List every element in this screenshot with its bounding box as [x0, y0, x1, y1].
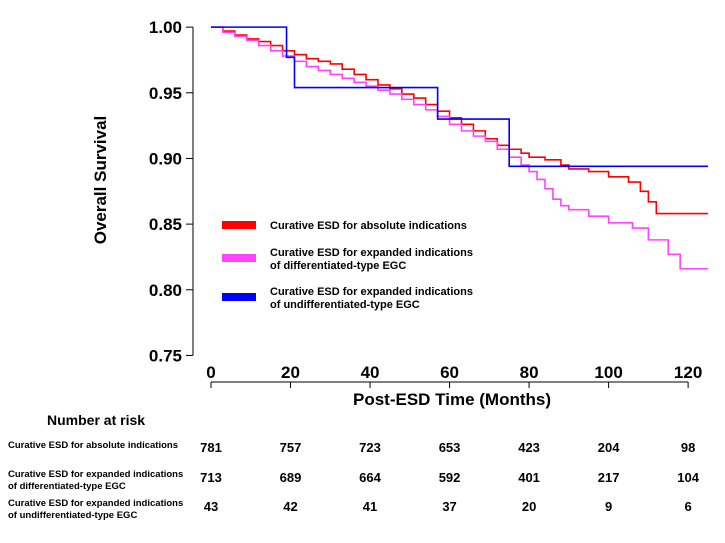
x-tick-label: 60 — [440, 363, 459, 382]
series-line-1 — [211, 26, 708, 215]
number-at-risk-table: Number at risk Curative ESD for absolute… — [0, 410, 725, 543]
y-axis-label: Overall Survival — [91, 116, 110, 245]
legend-label-1: Curative ESD for absolute indications — [270, 220, 467, 232]
y-tick-label: 0.95 — [149, 84, 182, 103]
risk-value: 653 — [438, 440, 461, 455]
chart-legend: Curative ESD for absolute indications Cur… — [222, 220, 473, 311]
risk-row-label: Curative ESD for absolute indications — [8, 440, 203, 452]
legend-label-2: Curative ESD for expanded indications of … — [270, 247, 473, 272]
risk-value: 20 — [521, 499, 537, 514]
risk-row-label-line: Curative ESD for expanded indications — [8, 498, 184, 509]
risk-row-label-line: of undifferentiated-type EGC — [8, 510, 138, 521]
y-tick-label: 1.00 — [149, 18, 182, 37]
risk-value: 41 — [362, 499, 378, 514]
risk-row-label-line: of differentiated-type EGC — [8, 481, 126, 492]
legend-swatch-2 — [222, 254, 256, 262]
risk-value: 42 — [283, 499, 298, 514]
risk-value: 664 — [359, 470, 381, 485]
series-line-2 — [211, 26, 708, 270]
x-tick-label: 0 — [206, 363, 215, 382]
risk-value: 757 — [279, 440, 302, 455]
risk-value: 592 — [438, 470, 461, 485]
x-tick-label: 40 — [361, 363, 380, 382]
x-axis-label: Post-ESD Time (Months) — [353, 390, 551, 409]
risk-value: 217 — [597, 470, 620, 485]
x-tick-label: 80 — [520, 363, 539, 382]
risk-row-label: Curative ESD for expanded indications of … — [8, 498, 203, 522]
y-tick-label: 0.75 — [149, 346, 182, 365]
y-tick-label: 0.90 — [149, 149, 182, 168]
survival-chart: 0.750.800.850.900.951.000 20 40 60 80 100 120 … — [91, 18, 708, 409]
risk-value: 689 — [279, 470, 302, 485]
risk-value: 713 — [200, 470, 222, 485]
risk-value: 104 — [677, 470, 699, 485]
chart-axes: 0.75 0.80 0.85 0.90 0.95 1.00 0 20 40 60 80 100 120 — [149, 18, 702, 388]
legend-swatch-1 — [222, 221, 256, 229]
legend-label-3: Curative ESD for expanded indications of … — [270, 286, 473, 311]
x-tick-label: 100 — [594, 363, 622, 382]
y-tick-label: 0.85 — [149, 215, 182, 234]
risk-table-title: Number at risk — [47, 412, 146, 428]
x-tick-label: 20 — [281, 363, 300, 382]
risk-value: 423 — [518, 440, 540, 455]
risk-value: 43 — [203, 499, 219, 514]
risk-value: 204 — [597, 440, 620, 455]
risk-value: 37 — [442, 499, 457, 514]
risk-value: 98 — [680, 440, 696, 455]
risk-value: 723 — [359, 440, 381, 455]
risk-value: 401 — [518, 470, 540, 485]
legend-swatch-3 — [222, 293, 256, 301]
risk-row-label-line: Curative ESD for absolute indications — [8, 440, 178, 451]
series-line-3 — [211, 26, 708, 168]
chart-series — [211, 26, 708, 270]
risk-row-label: Curative ESD for expanded indications of … — [8, 469, 203, 493]
risk-value: 6 — [684, 499, 692, 514]
risk-value: 9 — [604, 499, 613, 514]
risk-value: 781 — [200, 440, 222, 455]
y-tick-label: 0.80 — [149, 281, 182, 300]
x-tick-label: 120 — [674, 363, 702, 382]
risk-row-label-line: Curative ESD for expanded indications — [8, 469, 184, 480]
